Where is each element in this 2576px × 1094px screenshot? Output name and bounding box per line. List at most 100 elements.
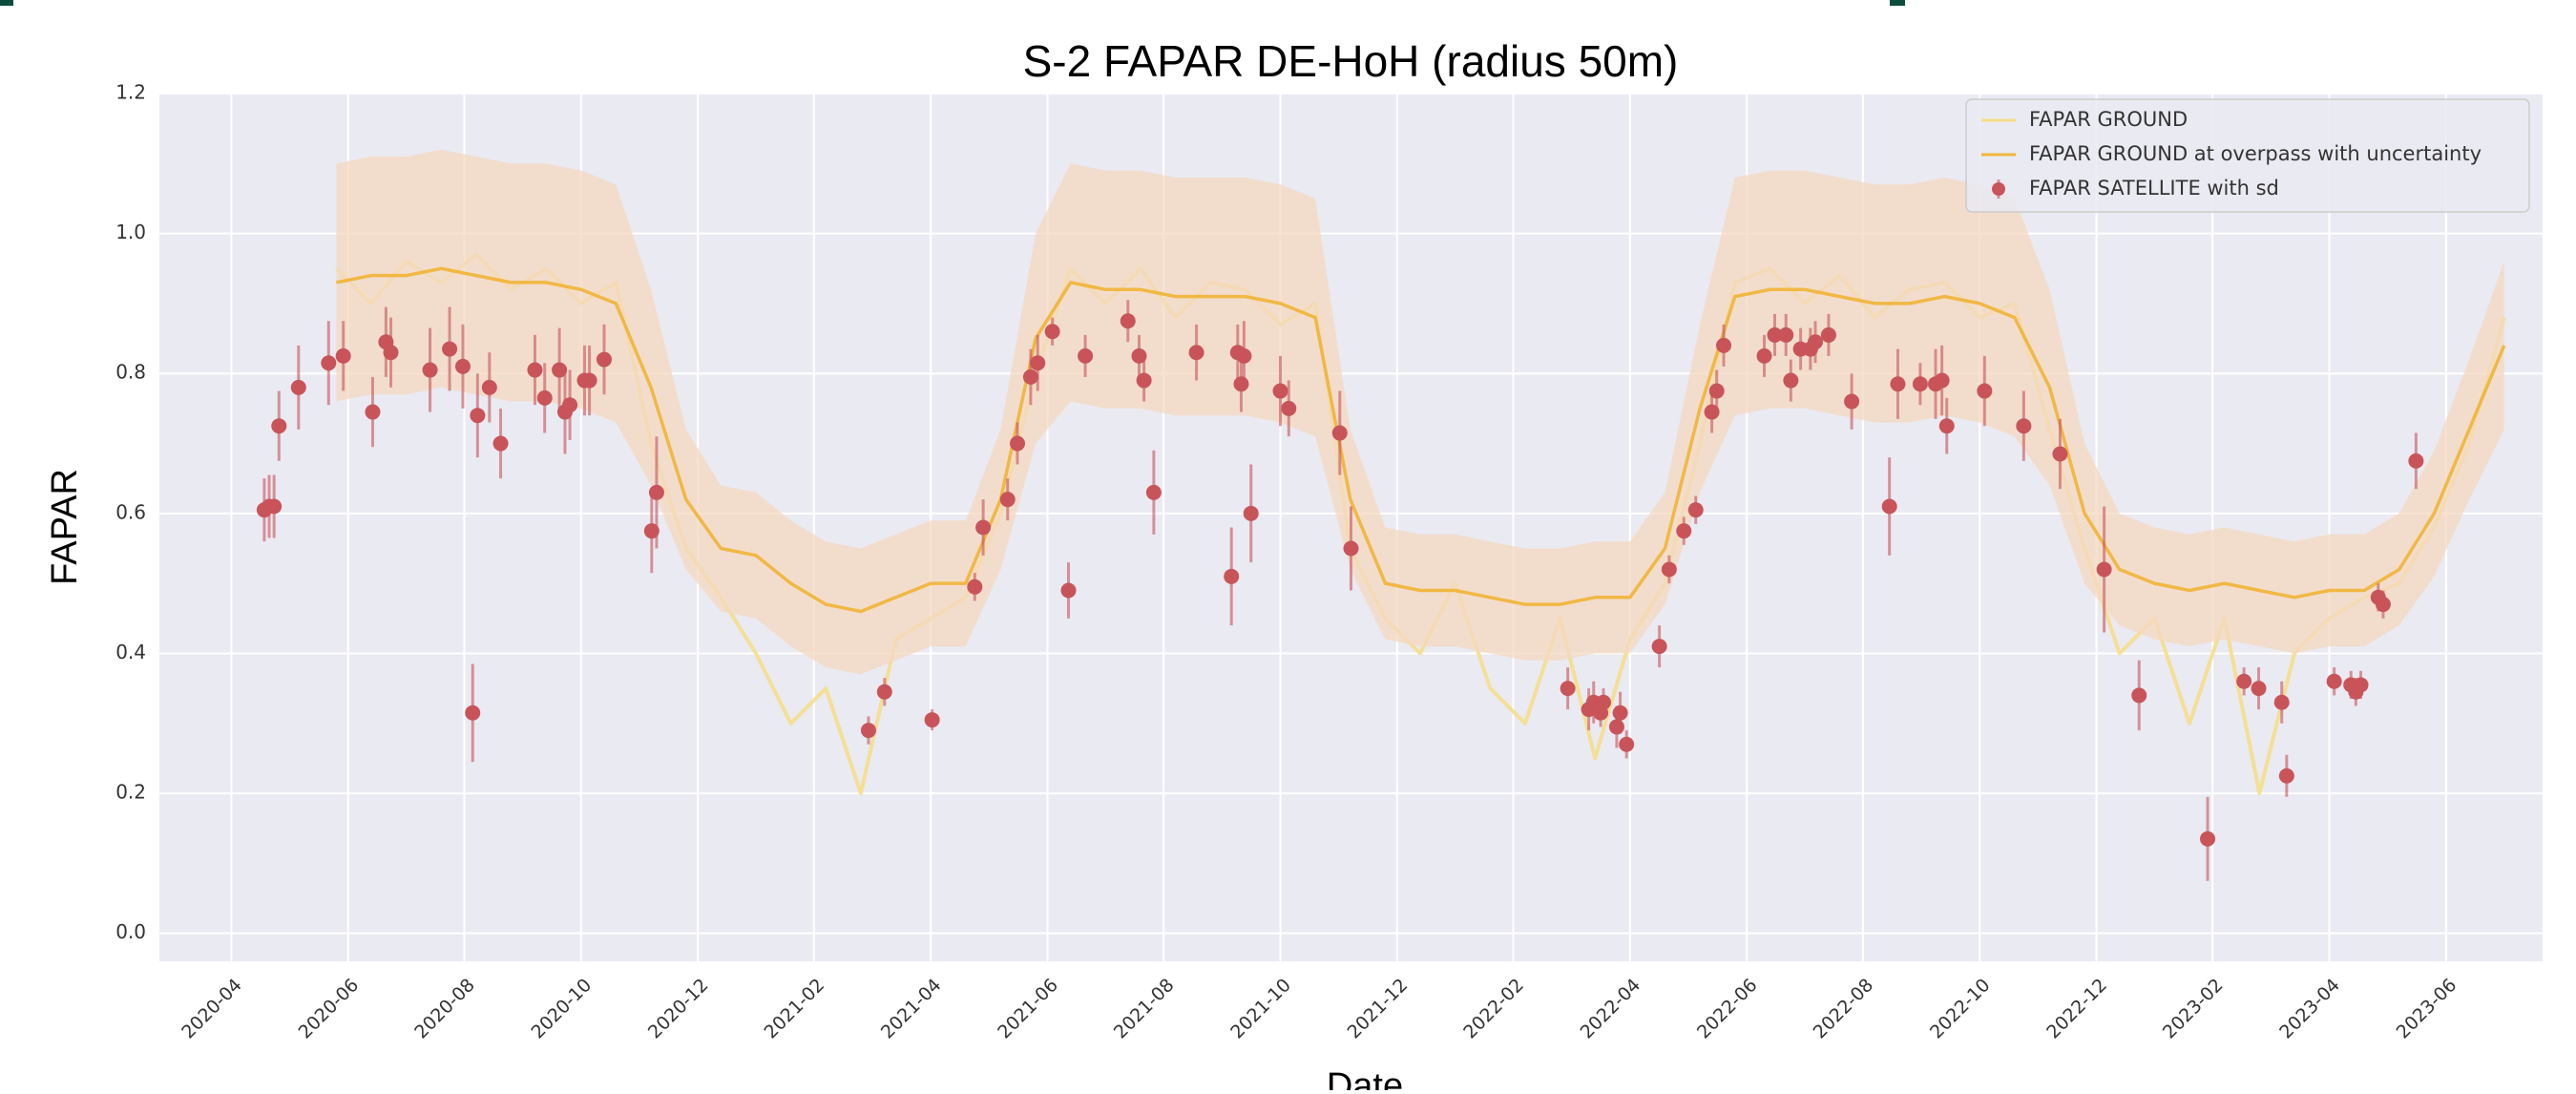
data-point xyxy=(967,579,983,595)
data-point xyxy=(1243,505,1259,521)
data-point xyxy=(2016,418,2032,434)
data-point xyxy=(1272,383,1288,399)
data-point xyxy=(1343,540,1359,557)
data-point xyxy=(1778,326,1794,343)
data-point xyxy=(596,351,612,368)
x-tick-label: 2021-10 xyxy=(1226,975,1295,1043)
legend: FAPAR GROUND FAPAR GROUND at overpass wit… xyxy=(1965,98,2530,213)
data-point xyxy=(1030,355,1046,371)
x-tick-label: 2020-10 xyxy=(528,975,597,1043)
data-point xyxy=(2273,694,2290,710)
data-point xyxy=(1044,324,1060,340)
data-point xyxy=(470,408,486,424)
data-point xyxy=(1756,347,1772,364)
data-point xyxy=(924,712,940,728)
y-tick-label: 0.2 xyxy=(115,781,146,804)
data-point xyxy=(1331,425,1348,441)
y-tick-label: 0.4 xyxy=(115,641,146,663)
data-point xyxy=(581,372,597,389)
data-point xyxy=(1890,376,1906,392)
data-point xyxy=(335,347,351,364)
y-tick-label: 1.2 xyxy=(115,81,146,104)
data-point xyxy=(1619,736,1635,752)
data-point xyxy=(1136,372,1152,389)
x-tick-label: 2022-06 xyxy=(1693,975,1762,1043)
legend-label: FAPAR GROUND xyxy=(2029,108,2188,131)
data-point xyxy=(1820,326,1836,343)
data-point xyxy=(422,362,438,378)
header-strip xyxy=(1890,0,1905,6)
x-tick-label: 2022-10 xyxy=(1926,975,1995,1043)
x-tick-label: 2023-04 xyxy=(2275,975,2344,1043)
data-point xyxy=(1716,337,1732,353)
x-tick-label: 2021-06 xyxy=(994,975,1062,1043)
series-line xyxy=(336,266,2506,614)
data-point xyxy=(1188,345,1204,361)
legend-box xyxy=(1965,98,2530,213)
data-point xyxy=(1281,400,1297,416)
x-tick-label: 2020-04 xyxy=(178,975,246,1043)
x-tick-label: 2021-12 xyxy=(1344,975,1413,1043)
data-point xyxy=(1224,568,1240,584)
x-tick-label: 2022-08 xyxy=(1810,975,1878,1043)
data-point xyxy=(1608,719,1624,735)
data-point xyxy=(999,492,1016,508)
y-tick-label: 0.8 xyxy=(115,361,146,384)
data-point xyxy=(2200,831,2216,847)
data-point xyxy=(1120,313,1136,329)
data-point xyxy=(1934,372,1950,389)
y-tick-label: 0.0 xyxy=(115,920,146,943)
data-point xyxy=(1708,383,1725,399)
legend-marker xyxy=(1992,182,2005,196)
data-point xyxy=(536,389,553,406)
data-point xyxy=(2236,673,2252,689)
marks xyxy=(256,149,2506,881)
legend-label: FAPAR GROUND at overpass with uncertaint… xyxy=(2029,142,2482,165)
x-tick-label: 2020-08 xyxy=(410,975,479,1043)
chart-title: S-2 FAPAR DE-HoH (radius 50m) xyxy=(1023,36,1679,86)
data-point xyxy=(1767,326,1783,343)
data-point xyxy=(1881,498,1897,515)
data-point xyxy=(1612,705,1628,721)
data-point xyxy=(975,519,992,536)
data-point xyxy=(1783,372,1799,389)
data-point xyxy=(492,435,509,452)
data-point xyxy=(2353,677,2369,693)
data-point xyxy=(1078,347,1094,364)
x-tick-label: 2023-06 xyxy=(2393,975,2461,1043)
data-point xyxy=(481,379,497,395)
data-point xyxy=(1560,681,1576,697)
x-tick-label: 2020-06 xyxy=(295,975,364,1043)
data-point xyxy=(552,362,568,378)
data-point xyxy=(1596,694,1612,710)
data-point xyxy=(1676,523,1692,539)
data-point xyxy=(365,404,381,420)
data-point xyxy=(562,397,578,413)
legend-label: FAPAR SATELLITE with sd xyxy=(2029,177,2279,200)
data-point xyxy=(1661,561,1677,578)
data-point xyxy=(1233,376,1249,392)
data-point xyxy=(2052,446,2068,462)
data-point xyxy=(266,498,283,515)
data-point xyxy=(442,341,458,357)
data-point xyxy=(2408,452,2424,469)
y-tick-label: 1.0 xyxy=(115,221,146,243)
data-point xyxy=(1844,393,1860,410)
x-tick-label: 2022-12 xyxy=(2042,975,2111,1043)
data-point xyxy=(1687,502,1704,518)
data-point xyxy=(321,355,337,371)
uncertainty-band xyxy=(336,149,2504,675)
data-point xyxy=(1022,368,1038,385)
data-point xyxy=(2326,673,2342,689)
header-strip xyxy=(0,0,13,6)
x-tick-label: 2020-12 xyxy=(644,975,713,1043)
x-tick-label: 2021-08 xyxy=(1110,975,1179,1043)
data-point xyxy=(2278,768,2294,784)
data-point xyxy=(876,684,892,700)
data-point xyxy=(1651,639,1667,655)
data-point xyxy=(1060,582,1077,599)
data-point xyxy=(1236,347,1252,364)
data-point xyxy=(1145,484,1162,500)
data-point xyxy=(2131,687,2147,704)
